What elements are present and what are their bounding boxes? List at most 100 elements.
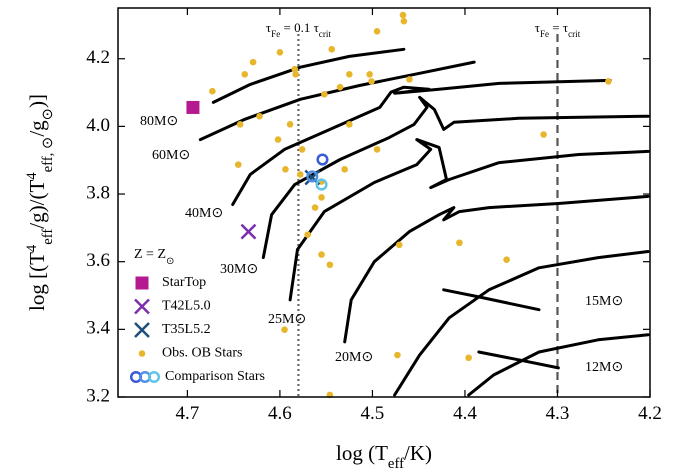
data-point xyxy=(306,170,319,183)
data-point xyxy=(315,178,328,191)
data-point xyxy=(346,70,353,78)
track-line xyxy=(211,47,406,104)
data-point xyxy=(209,87,216,95)
data-point xyxy=(291,65,299,73)
y-tick-label: 3.4 xyxy=(86,318,110,339)
legend-marker xyxy=(138,350,146,357)
reference-label-part: crit xyxy=(568,29,581,39)
legend-label: T35L5.2 xyxy=(162,322,211,337)
data-point xyxy=(399,11,407,19)
legend-title-part: Z = Z xyxy=(134,247,166,262)
data-point xyxy=(395,241,403,249)
track-label: 12M⊙ xyxy=(585,360,623,375)
data-point xyxy=(282,166,289,173)
data-point xyxy=(318,251,325,258)
legend-marker xyxy=(134,298,150,315)
x-tick-label: 4.6 xyxy=(268,403,292,424)
data-point xyxy=(456,239,463,247)
data-point xyxy=(366,70,373,78)
legend-marker xyxy=(147,370,161,384)
data-point xyxy=(296,171,304,178)
track-line xyxy=(393,250,650,397)
data-point xyxy=(276,49,284,56)
legend-label: Obs. OB Stars xyxy=(162,346,243,361)
y-axis-label-part: ⊙ xyxy=(40,108,56,120)
y-tick-label: 3.8 xyxy=(86,182,110,203)
data-point xyxy=(400,17,408,25)
data-point xyxy=(281,326,288,333)
legend-label: Comparison Stars xyxy=(165,369,265,384)
data-point xyxy=(274,136,282,143)
y-axis-label-part: eff xyxy=(40,229,56,245)
y-axis-label-part: log [( xyxy=(25,265,49,311)
y-axis-label-part: T xyxy=(25,180,49,193)
y-tick-label: 4.2 xyxy=(86,47,110,68)
data-point xyxy=(326,261,334,269)
reference-label-part: crit xyxy=(319,29,332,39)
y-axis-label-part: T xyxy=(25,252,49,265)
data-point xyxy=(304,231,311,238)
y-tick-label: 3.2 xyxy=(86,385,110,406)
reference-label-part: Fe xyxy=(271,29,280,39)
y-axis-label-part: /g)/( xyxy=(25,193,49,229)
x-tick-label: 4.5 xyxy=(361,403,385,424)
track-label: 40M⊙ xyxy=(185,206,223,221)
x-tick-label: 4.7 xyxy=(176,403,200,424)
data-point xyxy=(241,70,249,78)
data-point xyxy=(236,121,244,128)
track-label: 20M⊙ xyxy=(335,350,373,365)
y-axis-label-part: eff, ⊙ xyxy=(40,137,56,173)
y-axis-label-part: 4 xyxy=(24,172,40,180)
reference-label-part: = τ xyxy=(549,20,568,35)
track-label: 80M⊙ xyxy=(140,114,178,129)
legend-title: Z = Z⊙ xyxy=(134,247,174,267)
data-point xyxy=(298,146,306,153)
data-point xyxy=(503,256,510,263)
data-point xyxy=(316,153,329,166)
data-point xyxy=(605,78,612,85)
track-line xyxy=(288,138,650,302)
data-point xyxy=(368,78,375,85)
track-line xyxy=(261,95,650,260)
data-point xyxy=(286,121,294,128)
x-axis-label-part: eff xyxy=(388,456,404,472)
data-point xyxy=(311,204,319,211)
x-tick-label: 4.4 xyxy=(453,403,477,424)
reference-label-part: Fe xyxy=(540,29,549,39)
y-axis-label: log [(T4eff/g)/(T4eff, ⊙/g⊙)] xyxy=(24,94,56,311)
x-axis-label-part: /K) xyxy=(404,441,432,465)
data-point xyxy=(341,166,348,173)
track-line xyxy=(343,194,650,344)
track-label: 25M⊙ xyxy=(268,312,306,327)
data-point xyxy=(318,194,325,201)
data-point xyxy=(234,161,242,168)
data-point xyxy=(373,28,381,35)
data-point xyxy=(394,351,401,359)
data-point xyxy=(465,354,472,362)
plot-frame xyxy=(117,7,651,398)
reference-label-part: τ xyxy=(535,20,540,35)
data-point xyxy=(373,146,381,153)
data-point xyxy=(256,112,263,120)
legend-label: T42L5.0 xyxy=(162,299,211,314)
data-point xyxy=(292,70,299,78)
y-tick-label: 4.0 xyxy=(86,115,110,136)
x-axis-label: log (Teff/K) xyxy=(336,441,432,472)
reference-label-part: τ xyxy=(266,20,271,35)
data-point xyxy=(186,100,200,114)
reference-label: τFe = τcrit xyxy=(535,20,581,39)
legend-marker xyxy=(134,322,150,338)
reference-label-part: = 0.1 τ xyxy=(280,20,319,35)
legend-title-part: ⊙ xyxy=(166,256,174,267)
data-point xyxy=(321,90,328,98)
y-axis-label-part: )] xyxy=(25,94,49,108)
legend-label: StarTop xyxy=(162,275,206,290)
track-line xyxy=(467,333,650,397)
data-point xyxy=(240,223,257,240)
track-label: 15M⊙ xyxy=(585,294,623,309)
x-axis-label-part: T xyxy=(375,441,388,465)
data-point xyxy=(328,45,336,53)
track-line xyxy=(231,78,612,206)
